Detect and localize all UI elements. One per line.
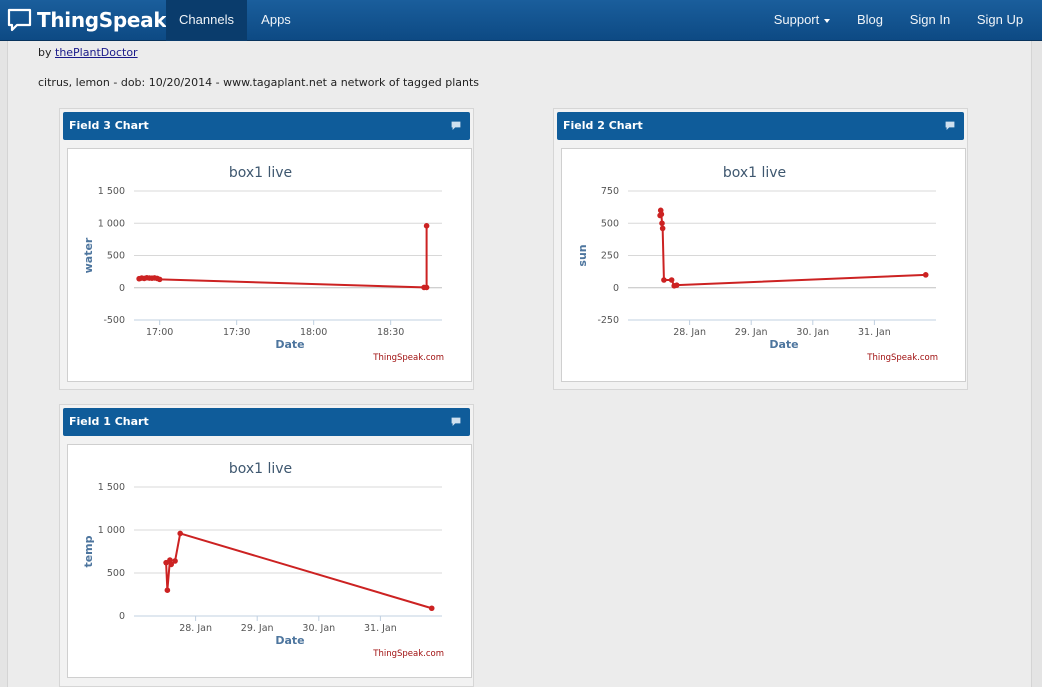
y-tick-label: 1 500: [98, 482, 125, 493]
x-tick-label: 29. Jan: [735, 327, 768, 338]
x-tick-label: 17:00: [146, 327, 173, 338]
nav-blog[interactable]: Blog: [856, 12, 884, 27]
data-point[interactable]: [428, 605, 435, 612]
byline-prefix: by: [38, 46, 55, 59]
field2-chart-svg: box1 live 750 500 250 0 -250 28. Jan 29. Jan 30.…: [576, 165, 938, 363]
field1-chart-svg: box1 live 1 500 1 000 500 0 28. Jan 29. Jan 30.…: [82, 461, 444, 659]
chart-title: box1 live: [229, 461, 292, 477]
nav-support[interactable]: Support: [766, 0, 838, 41]
y-tick-label: 500: [107, 568, 125, 579]
field1-chart-card: Field 1 Chart box1 live 1 500 1 000 500 0 28.…: [59, 404, 474, 687]
author-link[interactable]: thePlantDoctor: [55, 46, 138, 59]
chart-credit[interactable]: ThingSpeak.com: [372, 649, 444, 659]
brand-name: ThingSpeak: [37, 8, 167, 32]
comment-icon[interactable]: [451, 417, 461, 426]
field1-card-header: Field 1 Chart: [63, 408, 470, 436]
x-tick-label: 18:00: [300, 327, 327, 338]
y-tick-label: 1 000: [98, 525, 125, 536]
y-tick-label: 750: [601, 186, 619, 197]
y-axis-label: temp: [82, 535, 95, 567]
data-point[interactable]: [167, 557, 173, 563]
y-tick-label: 250: [601, 251, 619, 262]
y-tick-label: 1 000: [98, 218, 125, 229]
x-tick-label: 31. Jan: [364, 623, 397, 634]
y-tick-label: 0: [119, 611, 125, 622]
y-tick-label: 0: [613, 283, 619, 294]
comment-icon[interactable]: [451, 121, 461, 130]
field3-card-title: Field 3 Chart: [69, 119, 149, 132]
caret-down-icon: [824, 18, 831, 23]
nav-channels[interactable]: Channels: [166, 0, 247, 41]
channel-description: citrus, lemon - dob: 10/20/2014 - www.ta…: [38, 76, 480, 89]
nav-apps[interactable]: Apps: [261, 12, 291, 27]
data-point[interactable]: [658, 211, 665, 218]
chart-credit[interactable]: ThingSpeak.com: [866, 353, 938, 363]
data-point[interactable]: [168, 561, 175, 568]
x-tick-label: 30. Jan: [796, 327, 829, 338]
x-tick-label: 29. Jan: [241, 623, 274, 634]
x-axis-label: Date: [275, 338, 304, 351]
field3-chart: box1 live 1 500 1 000 500 0 -500 17:00 17:30 18:…: [67, 148, 472, 382]
chart-title: box1 live: [229, 165, 292, 181]
y-tick-label: 0: [119, 283, 125, 294]
x-tick-label: 28. Jan: [179, 623, 212, 634]
data-point[interactable]: [922, 272, 929, 278]
x-axis-label: Date: [769, 338, 798, 351]
data-point[interactable]: [172, 558, 178, 564]
y-tick-label: -250: [597, 315, 619, 326]
field2-chart: box1 live 750 500 250 0 -250 28. Jan 29. Jan 30.…: [561, 148, 966, 382]
x-tick-label: 31. Jan: [858, 327, 891, 338]
data-point[interactable]: [668, 277, 675, 283]
field1-card-title: Field 1 Chart: [69, 415, 149, 428]
x-tick-label: 17:30: [223, 327, 250, 338]
x-axis-label: Date: [275, 634, 304, 647]
x-tick-label: 30. Jan: [302, 623, 335, 634]
data-point[interactable]: [659, 225, 666, 232]
field1-chart: box1 live 1 500 1 000 500 0 28. Jan 29. Jan 30.…: [67, 444, 472, 678]
series-line: [138, 225, 428, 289]
y-axis-label: sun: [576, 244, 589, 266]
data-point[interactable]: [659, 220, 665, 227]
y-tick-label: 500: [107, 251, 125, 262]
data-point[interactable]: [673, 282, 680, 288]
top-navbar: ThingSpeak Channels Apps Support Blog Si…: [0, 0, 1042, 41]
data-point[interactable]: [423, 223, 430, 229]
y-tick-label: 500: [601, 218, 619, 229]
y-tick-label: -500: [103, 315, 125, 326]
data-point[interactable]: [423, 284, 430, 291]
field3-chart-card: Field 3 Chart box1 live 1 500 1 000 500 0 -50…: [59, 108, 474, 390]
field2-card-header: Field 2 Chart: [557, 112, 964, 140]
nav-support-label: Support: [773, 12, 820, 27]
brand-logo[interactable]: ThingSpeak: [7, 6, 167, 34]
y-tick-label: 1 500: [98, 186, 125, 197]
y-axis-label: water: [82, 237, 95, 273]
series-line: [165, 532, 433, 610]
comment-icon[interactable]: [945, 121, 955, 130]
speech-bubble-icon: [7, 8, 32, 32]
chart-credit[interactable]: ThingSpeak.com: [372, 353, 444, 363]
field3-chart-svg: box1 live 1 500 1 000 500 0 -500 17:00 17:30 18:…: [82, 165, 444, 363]
nav-sign-in[interactable]: Sign In: [909, 12, 951, 27]
chart-title: box1 live: [723, 165, 786, 181]
data-point[interactable]: [156, 276, 163, 283]
data-point[interactable]: [164, 587, 171, 593]
nav-sign-up[interactable]: Sign Up: [976, 12, 1024, 27]
series-line: [659, 209, 926, 287]
field2-card-title: Field 2 Chart: [563, 119, 643, 132]
field2-chart-card: Field 2 Chart box1 live 750 500 250 0 -250 28.…: [553, 108, 968, 390]
channel-byline: by thePlantDoctor: [38, 46, 138, 59]
x-tick-label: 28. Jan: [673, 327, 706, 338]
data-point[interactable]: [661, 277, 667, 283]
field3-card-header: Field 3 Chart: [63, 112, 470, 140]
data-point[interactable]: [177, 530, 183, 537]
x-tick-label: 18:30: [377, 327, 404, 338]
